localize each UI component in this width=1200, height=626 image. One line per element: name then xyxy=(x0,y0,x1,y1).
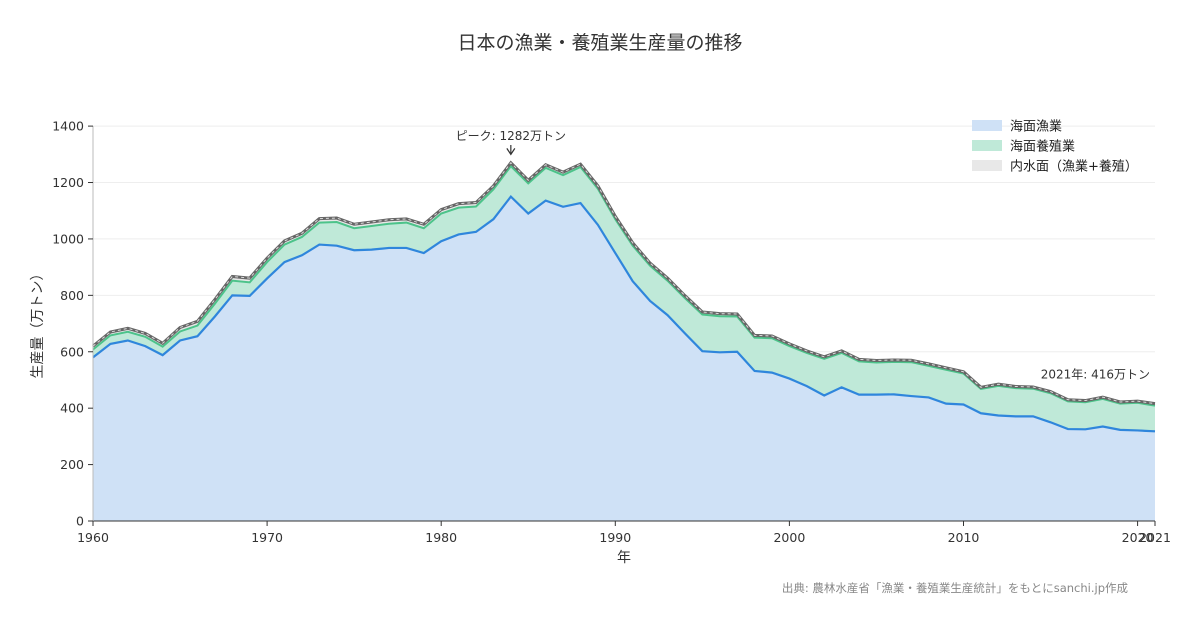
area-layers xyxy=(93,162,1155,521)
legend-label: 海面養殖業 xyxy=(1010,139,1075,155)
y-tick-label: 200 xyxy=(60,457,84,472)
y-tick-label: 1400 xyxy=(52,119,84,134)
x-tick-label: 2000 xyxy=(773,530,805,545)
legend-swatch xyxy=(972,120,1002,131)
y-tick-label: 1000 xyxy=(52,231,84,246)
series-lines xyxy=(92,160,1156,433)
y-tick-label: 0 xyxy=(76,514,84,529)
peak-arrow-head xyxy=(506,148,516,156)
x-tick-label: 1970 xyxy=(251,530,283,545)
legend-swatch xyxy=(972,160,1002,171)
y-tick-label: 400 xyxy=(60,401,84,416)
legend-swatch xyxy=(972,140,1002,151)
x-tick-label: 1980 xyxy=(425,530,457,545)
y-tick-label: 1200 xyxy=(52,175,84,190)
x-tick-label: 1990 xyxy=(599,530,631,545)
peak-annotation: ピーク: 1282万トン xyxy=(456,129,566,143)
x-tick-label: 1960 xyxy=(77,530,109,545)
chart-title: 日本の漁業・養殖業生産量の推移 xyxy=(457,32,743,54)
line-marine-fishing xyxy=(92,194,1156,433)
line-total xyxy=(92,160,1156,406)
y-tick-label: 800 xyxy=(60,288,84,303)
annotations: ピーク: 1282万トン 2021年: 416万トン xyxy=(456,129,1150,382)
x-tick-label: 2021 xyxy=(1139,530,1171,545)
legend-label: 海面漁業 xyxy=(1010,119,1062,135)
y-axis-title: 生産量（万トン） xyxy=(30,267,46,379)
axes xyxy=(92,126,1155,522)
legend-label: 内水面（漁業+養殖） xyxy=(1010,159,1138,175)
x-axis-title: 年 xyxy=(617,550,631,566)
source-note: 出典: 農林水産省「漁業・養殖業生産統計」をもとにsanchi.jp作成 xyxy=(781,581,1128,595)
x-tick-label: 2020 xyxy=(1122,530,1154,545)
tick-labels: 0 200 400 600 800 1000 1200 1400 1960 1970 1980 199… xyxy=(52,119,1171,545)
latest-annotation: 2021年: 416万トン xyxy=(1041,368,1150,382)
area-marine-aquaculture xyxy=(93,166,1155,432)
x-tick-label: 2010 xyxy=(948,530,980,545)
y-tick-label: 600 xyxy=(60,344,84,359)
area-marine-fishing xyxy=(93,196,1155,521)
